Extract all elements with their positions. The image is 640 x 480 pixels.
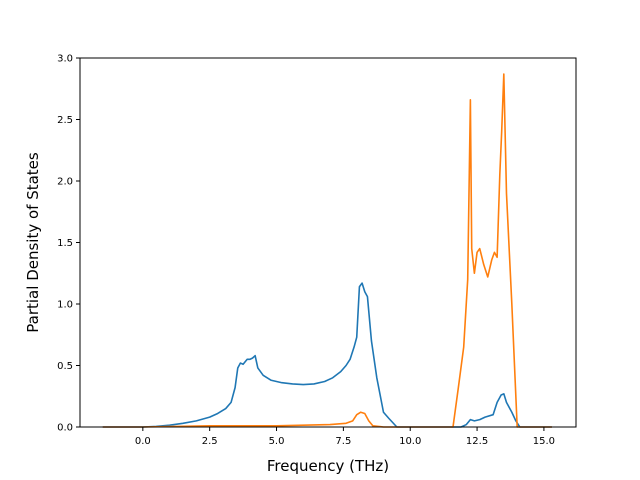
- x-tick-label: 10.0: [399, 436, 421, 447]
- x-tick-label: 15.0: [533, 436, 555, 447]
- y-tick-label: 2.5: [57, 115, 73, 126]
- y-tick-label: 0.0: [57, 423, 73, 434]
- x-axis-label: Frequency (THz): [267, 457, 389, 475]
- series-line-2: [102, 73, 552, 428]
- x-tick-label: 0.0: [135, 436, 151, 447]
- y-axis-label: Partial Density of States: [24, 152, 42, 333]
- x-tick-label: 5.0: [269, 436, 285, 447]
- y-tick-label: 2.0: [57, 177, 73, 188]
- x-axis-ticks: 0.0 2.5 5.0 7.5 10.0 12.5 15.0: [135, 427, 555, 447]
- series-line-1: [102, 282, 552, 428]
- y-tick-label: 0.5: [57, 361, 73, 372]
- plot-frame: [79, 57, 577, 428]
- y-axis-ticks: 0.0 0.5 1.0 1.5 2.0 2.5 3.0: [57, 54, 80, 434]
- y-tick-label: 1.0: [57, 300, 73, 311]
- x-tick-label: 12.5: [466, 436, 488, 447]
- x-tick-label: 7.5: [335, 436, 351, 447]
- x-tick-label: 2.5: [202, 436, 218, 447]
- plot-lines: [102, 73, 552, 428]
- y-tick-label: 3.0: [57, 54, 73, 65]
- y-tick-label: 1.5: [57, 238, 73, 249]
